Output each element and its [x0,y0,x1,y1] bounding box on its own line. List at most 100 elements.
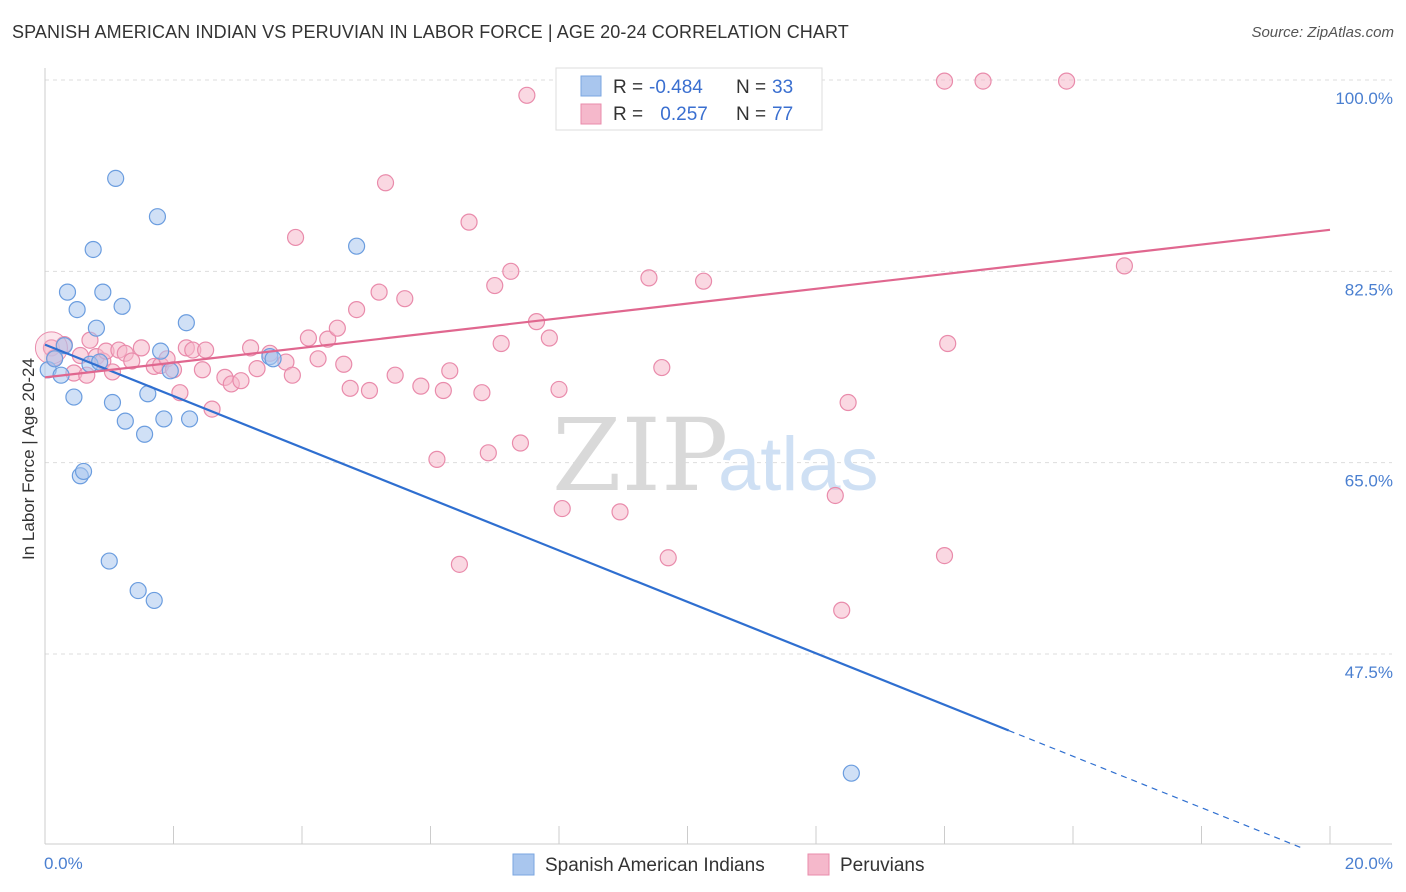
spanish-american-indians-point-23 [148,208,167,226]
spanish-american-indians-point-19 [129,581,147,600]
spanish-american-indians-point-27 [180,410,199,428]
trend-lines [44,228,1331,850]
peruvians-point-14 [132,339,150,357]
legend-r-label-pink: R = [613,104,643,125]
y-tick-labels: 47.5% 65.0% 82.5% 100.0% [1335,89,1393,682]
peruvians-point-43 [376,174,395,192]
spanish-american-indians-point-13 [94,283,112,301]
spanish-american-indians-point-5 [65,388,83,406]
peruvians-point-48 [434,381,452,400]
spanish-american-indians-point-32 [161,362,179,380]
grid [45,79,1392,655]
peruvians-point-75 [1057,72,1076,90]
peruvians-point-65 [653,358,671,377]
peruvians-point-29 [248,360,266,378]
spanish-american-indians-point-1 [46,350,64,368]
peruvians-point-44 [386,366,404,384]
x-tick-labels: 0.0% 20.0% [44,854,1393,873]
spanish-american-indians-point-6 [68,301,86,319]
peruvians-point-68 [826,486,844,505]
peruvians-point-40 [348,301,366,319]
source-credit: Source: ZipAtlas.com [1251,24,1394,41]
spanish-american-indians-point-30 [348,237,366,255]
spanish-american-indians-point-14 [100,552,118,570]
x-tick-label-0: 0.0% [44,854,83,873]
peruvians-point-64 [640,269,658,287]
axes [44,68,1392,845]
series-spanish-american-indians-points [39,169,860,782]
series-peruvians-points [34,72,1134,619]
peruvians-point-32 [283,366,301,384]
x-tick-label-1: 20.0% [1345,854,1393,873]
peruvians-point-53 [479,444,497,462]
spanish-american-indians-point-20 [135,425,154,443]
peruvians-point-69 [833,601,851,619]
peruvians-point-45 [396,290,414,308]
spanish-american-indians-point-8 [74,462,93,481]
chart-title: SPANISH AMERICAN INDIAN VS PERUVIAN IN L… [12,22,849,42]
peruvians-point-66 [659,549,677,567]
peruvians-point-23 [197,341,215,359]
peruvians-point-36 [319,330,337,348]
trend-line-spanish-american-indians-extension [1008,729,1305,850]
peruvians-point-58 [518,86,536,104]
peruvians-point-52 [473,384,491,402]
series-legend: Spanish American Indians Peruvians [512,853,925,876]
watermark-zip: ZIP [552,397,728,514]
y-tick-label-1: 65.0% [1345,472,1393,491]
y-tick-label-2: 82.5% [1345,280,1393,299]
spanish-american-indians-point-16 [107,169,125,187]
peruvians-point-56 [502,262,520,280]
peruvians-point-76 [1115,257,1134,275]
trend-line-spanish-american-indians [44,343,1010,732]
peruvians-point-54 [486,276,504,295]
peruvians-point-50 [450,555,469,573]
spanish-american-indians-point-22 [145,591,163,610]
legend-r-label-blue: R = [613,77,643,98]
spanish-american-indians-point-29 [264,350,282,368]
peruvians-point-42 [370,283,388,301]
trend-line-peruvians [44,228,1331,379]
peruvians-point-37 [328,319,346,337]
legend-swatch-blue [580,75,602,97]
peruvians-point-71 [935,546,954,565]
peruvians-point-72 [939,334,957,353]
peruvians-point-27 [232,372,250,390]
peruvians-point-62 [553,499,571,518]
peruvians-point-61 [550,380,568,399]
legend-n-label-blue: N = [736,77,766,98]
correlation-legend: R = -0.484 N = 33 R = 0.257 N = 77 [555,67,823,131]
peruvians-point-70 [839,393,857,412]
peruvians-point-22 [193,361,212,379]
spanish-american-indians-point-25 [155,410,173,428]
spanish-american-indians-point-24 [152,342,170,360]
spanish-american-indians-point-10 [84,240,102,259]
legend-n-value-blue: 33 [772,77,793,98]
spanish-american-indians-point-15 [103,393,122,412]
peruvians-point-41 [360,381,379,400]
peruvians-point-51 [460,213,478,231]
legend-n-value-pink: 77 [772,104,793,125]
watermark: ZIP atlas [552,397,879,514]
peruvians-point-34 [299,329,318,347]
peruvians-point-74 [974,72,992,90]
spanish-american-indians-point-4 [58,283,77,301]
y-axis-title: In Labor Force | Age 20-24 [19,358,38,560]
series-legend-label-blue: Spanish American Indians [545,855,765,876]
spanish-american-indians-point-18 [116,412,134,430]
peruvians-point-60 [540,329,558,347]
y-tick-label-0: 47.5% [1345,663,1393,682]
series-legend-label-pink: Peruvians [840,855,925,876]
y-tick-label-3: 100.0% [1335,89,1393,108]
peruvians-point-46 [412,377,430,395]
legend-r-value-pink: 0.257 [655,104,708,125]
peruvians-point-28 [242,339,260,357]
peruvians-point-49 [441,362,459,380]
legend-n-label-pink: N = [736,104,766,125]
spanish-american-indians-point-26 [177,314,195,332]
peruvians-point-47 [428,450,446,468]
spanish-american-indians-point-31 [842,764,860,782]
peruvians-point-73 [935,72,954,90]
peruvians-point-33 [286,228,305,247]
